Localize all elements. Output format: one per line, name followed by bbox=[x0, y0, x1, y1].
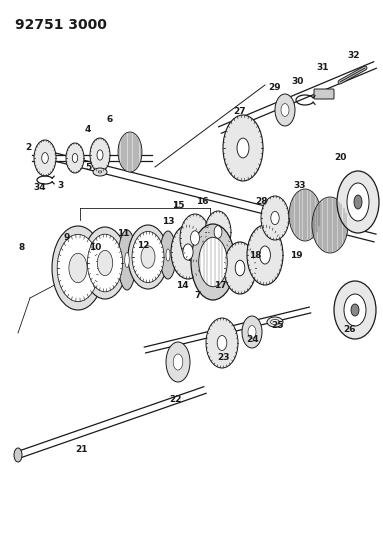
Text: 1: 1 bbox=[172, 200, 178, 209]
Ellipse shape bbox=[97, 150, 103, 160]
Ellipse shape bbox=[242, 316, 262, 348]
Ellipse shape bbox=[312, 197, 348, 253]
Ellipse shape bbox=[235, 260, 245, 276]
Ellipse shape bbox=[132, 231, 164, 282]
Ellipse shape bbox=[204, 265, 208, 275]
Ellipse shape bbox=[217, 335, 227, 351]
Text: 16: 16 bbox=[196, 198, 208, 206]
Ellipse shape bbox=[237, 138, 249, 158]
Ellipse shape bbox=[267, 317, 283, 327]
Ellipse shape bbox=[66, 143, 84, 173]
Ellipse shape bbox=[271, 212, 279, 224]
Ellipse shape bbox=[173, 354, 183, 370]
Text: 18: 18 bbox=[249, 251, 261, 260]
Text: 10: 10 bbox=[89, 244, 101, 253]
Ellipse shape bbox=[190, 231, 200, 245]
Text: 4: 4 bbox=[85, 125, 91, 134]
Text: 34: 34 bbox=[34, 183, 46, 192]
Ellipse shape bbox=[205, 211, 231, 253]
Ellipse shape bbox=[180, 214, 210, 262]
Text: 6: 6 bbox=[107, 116, 113, 125]
Ellipse shape bbox=[83, 227, 127, 299]
Text: 14: 14 bbox=[176, 280, 188, 289]
Text: 30: 30 bbox=[292, 77, 304, 86]
Ellipse shape bbox=[289, 189, 321, 241]
Ellipse shape bbox=[183, 244, 193, 260]
Text: 26: 26 bbox=[344, 326, 356, 335]
Ellipse shape bbox=[275, 94, 295, 126]
Ellipse shape bbox=[171, 225, 205, 279]
Ellipse shape bbox=[87, 234, 123, 292]
Text: 12: 12 bbox=[137, 241, 149, 251]
Text: 27: 27 bbox=[234, 108, 246, 117]
Text: 33: 33 bbox=[294, 181, 306, 190]
Ellipse shape bbox=[344, 294, 366, 326]
Ellipse shape bbox=[72, 154, 78, 163]
Ellipse shape bbox=[160, 231, 176, 279]
Ellipse shape bbox=[281, 103, 289, 116]
Text: 22: 22 bbox=[169, 395, 181, 405]
Text: 20: 20 bbox=[334, 154, 346, 163]
Ellipse shape bbox=[347, 183, 369, 221]
Text: 32: 32 bbox=[348, 51, 360, 60]
Text: 19: 19 bbox=[290, 251, 302, 260]
Ellipse shape bbox=[57, 235, 99, 302]
Text: 8: 8 bbox=[19, 244, 25, 253]
Ellipse shape bbox=[69, 253, 87, 282]
Text: 5: 5 bbox=[85, 164, 91, 173]
Text: 92751 3000: 92751 3000 bbox=[15, 18, 107, 32]
Ellipse shape bbox=[337, 171, 379, 233]
Ellipse shape bbox=[128, 225, 168, 289]
Ellipse shape bbox=[97, 251, 113, 276]
Text: 24: 24 bbox=[247, 335, 259, 344]
Ellipse shape bbox=[14, 448, 22, 462]
Ellipse shape bbox=[191, 224, 235, 300]
Text: 17: 17 bbox=[214, 280, 226, 289]
Ellipse shape bbox=[223, 115, 263, 181]
Text: 2: 2 bbox=[25, 143, 31, 152]
Text: 3: 3 bbox=[57, 181, 63, 190]
Ellipse shape bbox=[334, 281, 376, 339]
Text: 11: 11 bbox=[117, 229, 129, 238]
Ellipse shape bbox=[93, 168, 107, 176]
Ellipse shape bbox=[52, 226, 104, 310]
Text: 9: 9 bbox=[64, 233, 70, 243]
Ellipse shape bbox=[224, 242, 256, 294]
Ellipse shape bbox=[90, 138, 110, 172]
Text: 23: 23 bbox=[218, 353, 230, 362]
Ellipse shape bbox=[351, 304, 359, 316]
Ellipse shape bbox=[270, 319, 280, 325]
Ellipse shape bbox=[199, 250, 213, 290]
Ellipse shape bbox=[214, 225, 222, 238]
Ellipse shape bbox=[206, 318, 238, 368]
Text: 31: 31 bbox=[317, 62, 329, 71]
Text: 25: 25 bbox=[272, 320, 284, 329]
FancyBboxPatch shape bbox=[314, 89, 334, 99]
Ellipse shape bbox=[354, 195, 362, 209]
Ellipse shape bbox=[42, 152, 48, 164]
Ellipse shape bbox=[34, 140, 56, 176]
Ellipse shape bbox=[199, 237, 227, 287]
Text: 13: 13 bbox=[162, 217, 174, 227]
Text: 21: 21 bbox=[76, 446, 88, 455]
Text: 15: 15 bbox=[172, 200, 184, 209]
Ellipse shape bbox=[248, 326, 256, 338]
Ellipse shape bbox=[118, 132, 142, 172]
Ellipse shape bbox=[98, 171, 102, 173]
Ellipse shape bbox=[141, 246, 155, 268]
Ellipse shape bbox=[261, 196, 289, 240]
Ellipse shape bbox=[247, 225, 283, 285]
Text: 29: 29 bbox=[269, 84, 281, 93]
Text: 28: 28 bbox=[256, 198, 268, 206]
Ellipse shape bbox=[260, 246, 270, 264]
Ellipse shape bbox=[125, 253, 129, 268]
Ellipse shape bbox=[166, 249, 170, 261]
Text: 7: 7 bbox=[195, 290, 201, 300]
Ellipse shape bbox=[118, 230, 136, 290]
Ellipse shape bbox=[166, 342, 190, 382]
